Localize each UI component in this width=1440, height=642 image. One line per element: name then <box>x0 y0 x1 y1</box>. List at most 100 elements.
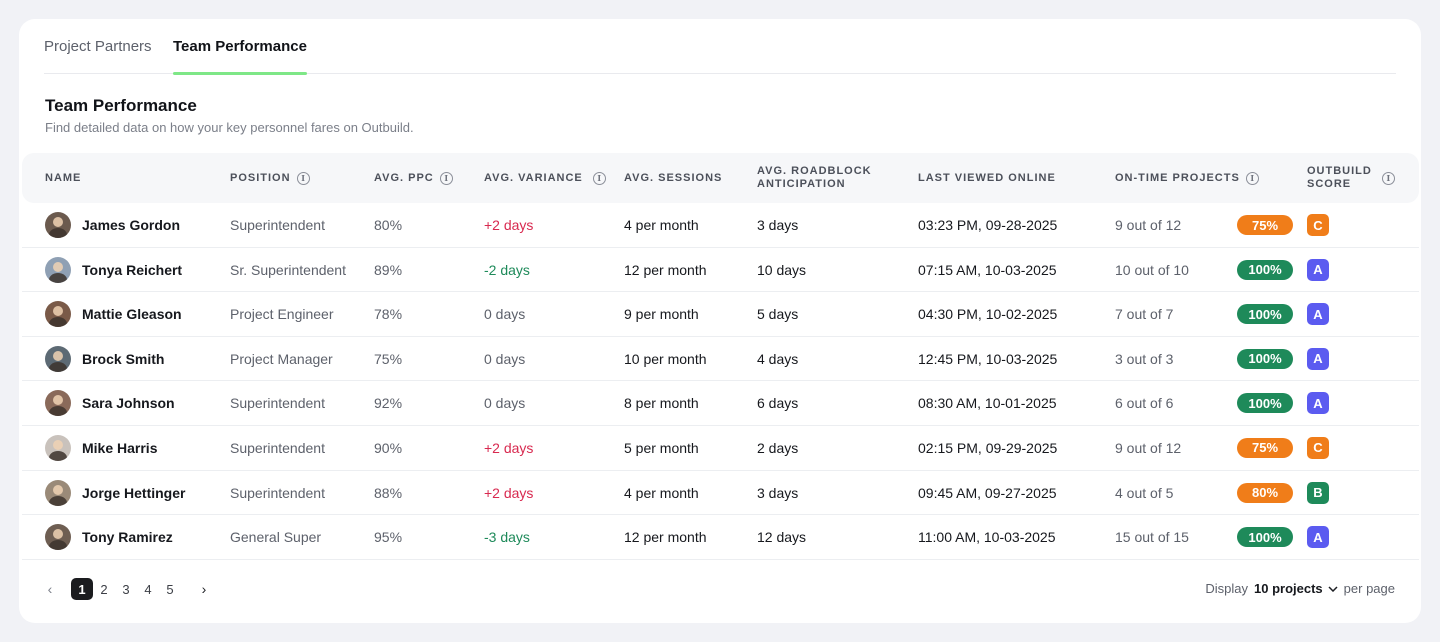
page-2-button[interactable]: 2 <box>100 581 108 597</box>
section-title: Team Performance <box>45 96 197 115</box>
last-viewed-cell: 12:45 PM, 10-03-2025 <box>918 350 1058 367</box>
avatar <box>45 524 71 551</box>
table-header: NAME POSITION i AVG. PPC i AVG. VARIANCE i … <box>22 153 1419 203</box>
ontime-percent-badge: 100% <box>1237 348 1293 369</box>
ontime-percent-badge: 75% <box>1237 215 1293 235</box>
col-position: POSITION i <box>230 153 310 203</box>
table-row[interactable]: James Gordon Superintendent 80% +2 days 4 pe… <box>22 203 1419 248</box>
roadblock-cell: 6 days <box>757 395 799 412</box>
ppc-cell: 75% <box>374 350 403 367</box>
display-label: Display <box>1205 581 1249 596</box>
ontime-cell: 3 out of 3 <box>1115 350 1174 367</box>
member-name-cell: Tony Ramirez <box>45 515 173 559</box>
chevron-down-icon <box>1328 585 1338 592</box>
ppc-cell: 89% <box>374 261 403 278</box>
page-4-button[interactable]: 4 <box>144 581 152 597</box>
table-row[interactable]: Jorge Hettinger Superintendent 88% +2 days 4… <box>22 471 1419 516</box>
ontime-percent-badge: 100% <box>1237 393 1293 414</box>
roadblock-cell: 4 days <box>757 350 799 367</box>
member-name[interactable]: James Gordon <box>82 217 181 233</box>
ontime-cell: 7 out of 7 <box>1115 306 1174 323</box>
ppc-cell: 78% <box>374 306 403 323</box>
col-avg-sessions: AVG. SESSIONS <box>624 171 723 184</box>
roadblock-cell: 12 days <box>757 529 807 546</box>
page-size-select[interactable]: 10 projects <box>1254 581 1338 596</box>
score-badge: C <box>1307 436 1329 459</box>
info-icon[interactable]: i <box>296 171 310 185</box>
score-cell: A <box>1307 248 1329 292</box>
roadblock-cell: 3 days <box>757 484 799 501</box>
member-name-cell: Tonya Reichert <box>45 248 182 292</box>
member-name[interactable]: Jorge Hettinger <box>82 484 186 501</box>
variance-cell: 0 days <box>484 350 526 367</box>
position-cell: Superintendent <box>230 484 325 501</box>
table-row[interactable]: Tony Ramirez General Super 95% -3 days 12 pe… <box>22 515 1419 560</box>
ontime-percent-cell: 75% <box>1237 426 1293 470</box>
performance-table: NAME POSITION i AVG. PPC i AVG. VARIANCE i … <box>22 153 1419 560</box>
table-row[interactable]: Mattie Gleason Project Engineer 78% 0 days 9… <box>22 292 1419 337</box>
sessions-cell: 4 per month <box>624 484 699 501</box>
tab-team-performance[interactable]: Team Performance <box>173 38 307 75</box>
last-viewed-cell: 08:30 AM, 10-01-2025 <box>918 395 1057 412</box>
member-name-cell: Sara Johnson <box>45 381 175 425</box>
score-badge: A <box>1307 258 1329 281</box>
info-icon[interactable]: i <box>592 171 606 185</box>
score-badge: A <box>1307 347 1329 370</box>
member-name-cell: Brock Smith <box>45 337 164 381</box>
ontime-percent-cell: 100% <box>1237 248 1293 292</box>
table-row[interactable]: Mike Harris Superintendent 90% +2 days 5 per… <box>22 426 1419 471</box>
sessions-cell: 8 per month <box>624 395 699 412</box>
table-row[interactable]: Tonya Reichert Sr. Superintendent 89% -2 da… <box>22 248 1419 293</box>
score-cell: A <box>1307 337 1329 381</box>
prev-page-icon[interactable]: ‹ <box>47 581 53 597</box>
page-size-value: 10 projects <box>1254 581 1323 596</box>
member-name[interactable]: Tony Ramirez <box>82 529 173 546</box>
ontime-cell: 9 out of 12 <box>1115 217 1182 233</box>
col-avg-ppc: AVG. PPC i <box>374 153 453 203</box>
roadblock-cell: 10 days <box>757 261 807 278</box>
avatar <box>45 212 71 238</box>
sessions-cell: 4 per month <box>624 217 699 233</box>
score-badge: B <box>1307 481 1329 504</box>
ontime-percent-cell: 100% <box>1237 515 1293 559</box>
last-viewed-cell: 07:15 AM, 10-03-2025 <box>918 261 1057 278</box>
col-avg-roadblock: AVG. ROADBLOCK ANTICIPATION <box>757 165 872 190</box>
score-cell: A <box>1307 381 1329 425</box>
member-name[interactable]: Mattie Gleason <box>82 306 182 323</box>
ontime-cell: 4 out of 5 <box>1115 484 1174 501</box>
next-page-icon[interactable]: › <box>201 581 207 597</box>
table-row[interactable]: Brock Smith Project Manager 75% 0 days 10 pe… <box>22 337 1419 382</box>
position-cell: Superintendent <box>230 395 325 412</box>
variance-cell: 0 days <box>484 395 526 412</box>
sessions-cell: 9 per month <box>624 306 699 323</box>
last-viewed-cell: 04:30 PM, 10-02-2025 <box>918 306 1058 323</box>
member-name[interactable]: Sara Johnson <box>82 395 175 412</box>
col-ontime: ON-TIME PROJECTS i <box>1115 153 1259 203</box>
tab-project-partners[interactable]: Project Partners <box>44 38 152 55</box>
table-row[interactable]: Sara Johnson Superintendent 92% 0 days 8 per… <box>22 381 1419 426</box>
page-3-button[interactable]: 3 <box>122 581 130 597</box>
page-1-button[interactable]: 1 <box>71 578 93 600</box>
member-name[interactable]: Brock Smith <box>82 350 165 367</box>
page-5-button[interactable]: 5 <box>166 581 174 597</box>
team-performance-card: Project Partners Team Performance Team P… <box>19 19 1421 623</box>
position-cell: Project Manager <box>230 350 333 367</box>
section-subtitle: Find detailed data on how your key perso… <box>45 120 414 135</box>
info-icon[interactable]: i <box>439 171 453 185</box>
avatar <box>45 345 71 372</box>
score-cell: C <box>1307 203 1329 247</box>
score-badge: A <box>1307 392 1329 415</box>
ppc-cell: 88% <box>374 484 403 501</box>
score-cell: B <box>1307 471 1329 515</box>
ontime-percent-badge: 80% <box>1237 482 1293 503</box>
score-badge: A <box>1307 303 1329 326</box>
ontime-percent-badge: 75% <box>1237 437 1293 458</box>
member-name[interactable]: Mike Harris <box>82 439 158 456</box>
member-name[interactable]: Tonya Reichert <box>82 261 183 278</box>
col-last-viewed: LAST VIEWED ONLINE <box>918 171 1056 184</box>
variance-cell: +2 days <box>484 439 534 456</box>
member-name-cell: Mattie Gleason <box>45 292 182 336</box>
info-icon[interactable]: i <box>1381 171 1395 185</box>
info-icon[interactable]: i <box>1245 171 1259 185</box>
ontime-cell: 10 out of 10 <box>1115 261 1189 278</box>
